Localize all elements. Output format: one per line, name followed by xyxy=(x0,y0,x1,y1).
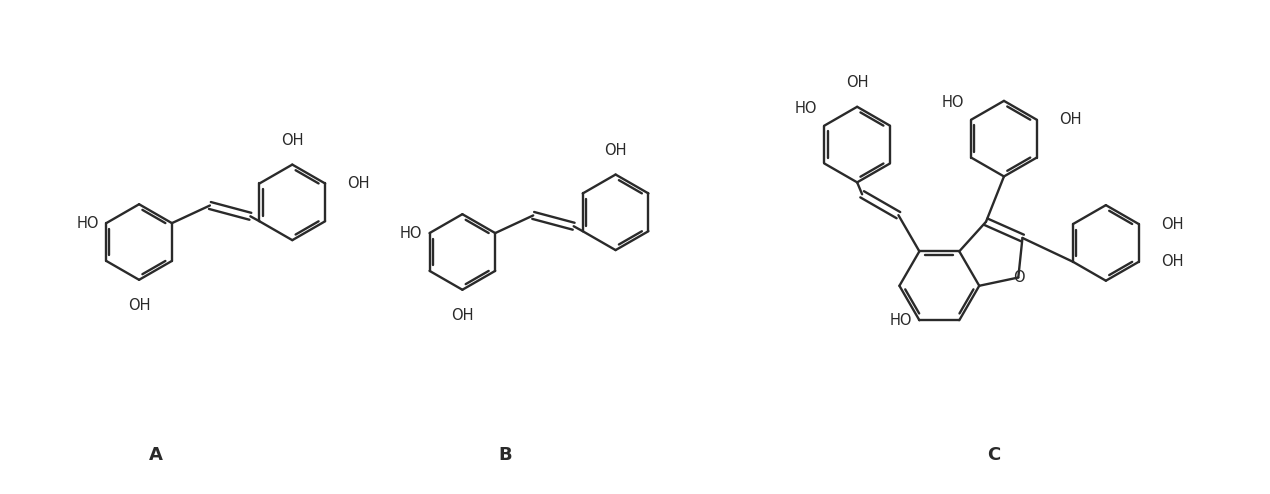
Text: OH: OH xyxy=(347,176,370,191)
Text: OH: OH xyxy=(451,308,474,323)
Text: OH: OH xyxy=(1059,112,1081,127)
Text: OH: OH xyxy=(1161,216,1184,232)
Text: OH: OH xyxy=(1161,254,1184,269)
Text: OH: OH xyxy=(281,133,304,148)
Text: HO: HO xyxy=(890,313,912,328)
Text: O: O xyxy=(1013,270,1025,285)
Text: C: C xyxy=(988,446,1001,464)
Text: HO: HO xyxy=(941,95,964,110)
Text: HO: HO xyxy=(795,101,818,116)
Text: OH: OH xyxy=(128,298,150,313)
Text: B: B xyxy=(498,446,512,464)
Text: HO: HO xyxy=(76,216,99,231)
Text: A: A xyxy=(149,446,163,464)
Text: OH: OH xyxy=(846,75,869,90)
Text: OH: OH xyxy=(605,143,627,158)
Text: HO: HO xyxy=(400,226,423,241)
